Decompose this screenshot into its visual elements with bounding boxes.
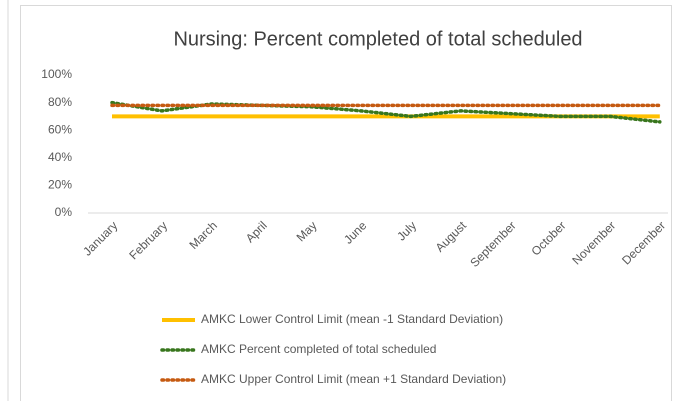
y-tick-label: 100% [41,67,72,81]
legend-label: AMKC Upper Control Limit (mean +1 Standa… [201,372,506,386]
y-tick-label: 20% [48,178,72,192]
legend-label: AMKC Lower Control Limit (mean -1 Standa… [201,312,503,326]
chart-title: Nursing: Percent completed of total sche… [173,28,582,50]
y-tick-label: 80% [48,95,72,109]
y-tick-label: 0% [55,205,73,219]
legend-label: AMKC Percent completed of total schedule… [201,342,436,356]
y-tick-label: 60% [48,122,72,136]
chart-border [20,5,672,401]
y-tick-label: 40% [48,150,72,164]
